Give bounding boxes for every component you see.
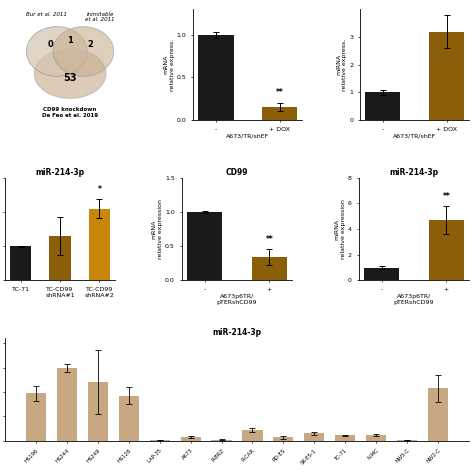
Bar <box>273 438 293 441</box>
Y-axis label: miRNA
relative expression: miRNA relative expression <box>335 199 346 259</box>
Title: miR-214-3p: miR-214-3p <box>390 168 438 177</box>
Bar <box>364 267 400 281</box>
Text: 0: 0 <box>47 40 53 49</box>
Title: CD99: CD99 <box>226 168 248 177</box>
Text: 53: 53 <box>64 73 77 83</box>
Text: *: * <box>98 185 101 194</box>
Bar <box>366 436 386 441</box>
Bar <box>187 212 222 281</box>
Bar <box>428 220 464 281</box>
Text: 1: 1 <box>67 36 73 45</box>
Text: Bur et al. 2011: Bur et al. 2011 <box>26 12 67 17</box>
Bar <box>335 436 356 441</box>
Bar <box>26 393 46 441</box>
X-axis label: A673p6TR/
pTERshCD99: A673p6TR/ pTERshCD99 <box>394 294 434 304</box>
Text: Inimitable
et al. 2011: Inimitable et al. 2011 <box>85 12 114 22</box>
Bar <box>304 434 324 441</box>
Text: **: ** <box>443 192 450 201</box>
X-axis label: A673p6TR/
pTERshCD99: A673p6TR/ pTERshCD99 <box>217 294 257 304</box>
Bar <box>429 32 465 120</box>
Bar <box>88 382 108 441</box>
Text: **: ** <box>276 89 284 98</box>
Bar <box>199 35 234 120</box>
X-axis label: A673/TR/shEF: A673/TR/shEF <box>393 133 437 138</box>
Y-axis label: mRNA
relative express.: mRNA relative express. <box>164 38 175 91</box>
Bar <box>10 246 31 281</box>
Ellipse shape <box>34 49 106 99</box>
Bar <box>252 257 287 281</box>
Text: CD99 knockdown
De Feo et al. 2019: CD99 knockdown De Feo et al. 2019 <box>42 107 98 118</box>
Bar <box>150 440 170 441</box>
Text: **: ** <box>265 235 273 244</box>
Y-axis label: mRNA
relative expression: mRNA relative expression <box>152 199 163 259</box>
Bar <box>57 368 77 441</box>
Y-axis label: miRNA
relative express.: miRNA relative express. <box>336 38 347 91</box>
Bar <box>365 92 401 120</box>
X-axis label: A673/TR/shEF: A673/TR/shEF <box>226 133 270 138</box>
Bar <box>242 430 263 441</box>
Bar <box>428 388 448 441</box>
Bar <box>49 236 71 281</box>
Bar <box>397 440 417 441</box>
Ellipse shape <box>27 27 87 76</box>
Bar <box>211 439 232 441</box>
Ellipse shape <box>53 27 114 76</box>
Bar <box>89 209 110 281</box>
Text: 2: 2 <box>87 40 93 49</box>
Bar <box>262 107 297 120</box>
Title: miR-214-3p: miR-214-3p <box>36 168 84 177</box>
Title: miR-214-3p: miR-214-3p <box>212 328 262 337</box>
Bar <box>118 396 139 441</box>
Bar <box>181 437 201 441</box>
